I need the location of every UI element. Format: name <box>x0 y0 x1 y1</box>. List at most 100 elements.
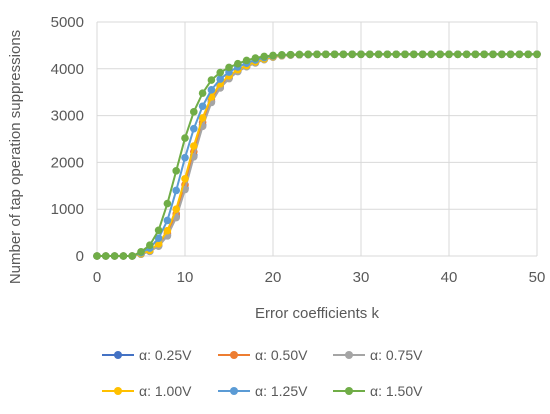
data-point <box>172 167 180 175</box>
data-point <box>181 134 189 142</box>
data-point <box>198 102 207 111</box>
x-tick-label: 0 <box>93 269 101 286</box>
data-point <box>154 226 163 235</box>
data-point <box>366 50 374 59</box>
legend-item: α: 1.25V <box>218 383 308 399</box>
data-point <box>163 216 172 225</box>
legend-item: α: 0.25V <box>102 347 192 363</box>
legend-swatch-marker <box>345 387 353 395</box>
data-point <box>128 252 136 260</box>
data-point <box>515 50 524 59</box>
legend-swatch-marker <box>230 387 238 395</box>
data-point <box>181 153 189 162</box>
data-point <box>225 63 233 72</box>
data-point <box>383 50 392 59</box>
data-point <box>269 51 277 60</box>
y-tick-label: 0 <box>76 248 84 265</box>
data-point <box>462 50 471 59</box>
legend-item: α: 0.50V <box>218 347 308 363</box>
legend-item: α: 1.00V <box>102 383 192 399</box>
data-point <box>198 89 207 97</box>
legend-swatch-marker <box>345 351 353 359</box>
legend-label: α: 0.25V <box>139 347 192 363</box>
series-line <box>97 53 537 257</box>
legend-label: α: 0.50V <box>255 347 308 363</box>
legend-swatch-marker <box>114 351 122 359</box>
legend-swatch-marker <box>230 351 238 359</box>
data-point <box>172 205 180 213</box>
y-axis-title: Number of tap operation suppressions <box>7 30 24 284</box>
series-line <box>97 53 537 257</box>
data-point <box>410 50 418 59</box>
legend-item: α: 1.50V <box>333 383 423 399</box>
series-line <box>97 53 537 257</box>
data-point <box>401 50 409 59</box>
data-point <box>392 50 401 59</box>
x-tick-label: 10 <box>177 269 194 286</box>
data-point <box>524 50 532 59</box>
data-point <box>454 50 462 59</box>
y-tick-label: 3000 <box>51 108 84 125</box>
data-point <box>471 50 480 59</box>
data-point <box>110 252 119 260</box>
data-point <box>163 226 172 235</box>
data-point <box>234 59 242 68</box>
data-point <box>251 54 260 62</box>
series-line <box>97 53 537 257</box>
y-tick-label: 5000 <box>51 14 84 31</box>
x-tick-label: 40 <box>441 269 458 286</box>
data-point <box>278 51 286 59</box>
x-axis-title: Error coefficients k <box>255 305 379 322</box>
data-point <box>304 50 313 59</box>
tick-labels: 0 1000 2000 3000 4000 5000 0 10 20 30 40 50 <box>51 14 546 286</box>
data-point <box>207 86 216 94</box>
data-point <box>489 50 497 59</box>
data-point <box>216 75 224 83</box>
data-point <box>102 252 110 260</box>
series-line <box>97 53 537 257</box>
data-point <box>313 50 321 59</box>
legend: α: 0.25V α: 0.50V α: 0.75V α: 1.00V α: 1.25V… <box>102 347 423 399</box>
data-point <box>480 50 489 59</box>
data-point <box>260 52 269 61</box>
data-point <box>427 50 436 59</box>
data-point <box>374 50 383 59</box>
data-point <box>172 186 180 195</box>
x-tick-label: 50 <box>529 269 546 286</box>
data-point <box>357 50 365 59</box>
data-point <box>445 50 453 59</box>
data-point <box>207 76 216 84</box>
data-point <box>163 199 172 208</box>
data-point <box>286 50 295 59</box>
legend-item: α: 0.75V <box>333 347 423 363</box>
legend-label: α: 1.00V <box>139 383 192 399</box>
data-point <box>146 241 154 250</box>
data-point <box>190 142 198 150</box>
series-6 <box>93 50 541 260</box>
data-point <box>498 50 506 59</box>
legend-label: α: 0.75V <box>370 347 423 363</box>
data-point <box>418 50 427 59</box>
data-point <box>339 50 348 59</box>
data-point <box>295 50 304 59</box>
data-point <box>330 50 339 59</box>
y-tick-label: 4000 <box>51 61 84 78</box>
data-point <box>190 108 198 116</box>
x-tick-label: 20 <box>265 269 282 286</box>
data-point <box>93 252 101 260</box>
series-lines <box>93 50 541 260</box>
legend-label: α: 1.25V <box>255 383 308 399</box>
data-point <box>181 174 189 183</box>
data-point <box>348 50 357 59</box>
y-tick-label: 1000 <box>51 201 84 218</box>
data-point <box>190 124 198 133</box>
data-point <box>216 68 224 77</box>
data-point <box>242 56 251 65</box>
legend-swatch-marker <box>114 387 122 395</box>
data-point <box>137 247 145 256</box>
data-point <box>154 234 163 243</box>
data-point <box>198 114 207 122</box>
data-point <box>322 50 330 59</box>
data-point <box>533 50 541 59</box>
